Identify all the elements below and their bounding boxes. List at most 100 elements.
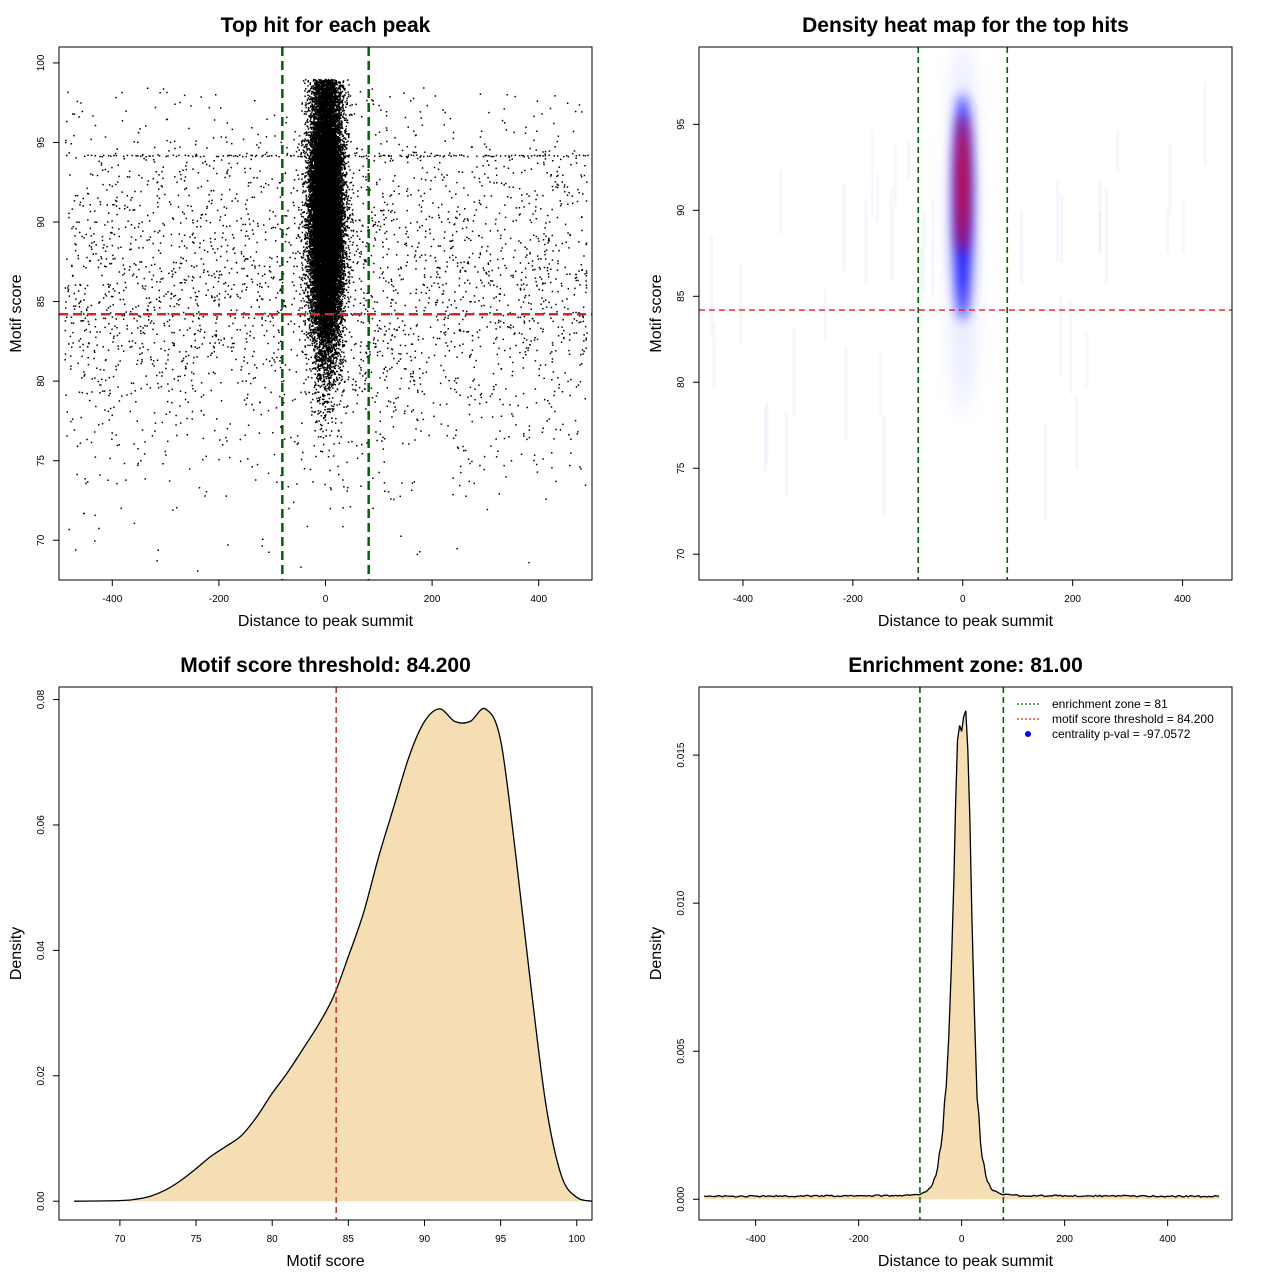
plot-frame xyxy=(58,46,593,581)
heatmap-background-streak xyxy=(1098,211,1102,254)
y-tick-label: 70 xyxy=(676,548,687,560)
heatmap-background-streak xyxy=(879,351,883,415)
y-tick-label: 75 xyxy=(676,462,687,474)
heatmap-background-streak xyxy=(739,263,743,346)
x-tick-label: 200 xyxy=(1064,594,1081,605)
y-tick-label: 75 xyxy=(36,455,47,467)
plot-frame xyxy=(698,46,1233,581)
x-tick-label: -400 xyxy=(746,1234,766,1245)
heatmap-background-streak xyxy=(906,141,910,182)
heatmap-background-streak xyxy=(710,236,714,337)
heatmap-background-streak xyxy=(1059,295,1063,376)
heatmap-background-streak xyxy=(792,328,796,416)
panel-top-hit-scatter: Top hit for each peak Distance to peak su… xyxy=(8,14,593,630)
y-tick-label: 90 xyxy=(676,204,687,216)
chart-title: Motif score threshold: 84.200 xyxy=(180,654,471,677)
y-tick-label: 0.08 xyxy=(36,689,47,709)
heatmap-background-streak xyxy=(844,345,848,442)
heatmap-background-streak xyxy=(1056,180,1060,262)
y-tick-label: 0.015 xyxy=(676,742,687,767)
heatmap-background-streak xyxy=(1044,423,1048,520)
y-tick-label: 0.06 xyxy=(36,815,47,835)
heatmap-background-streak xyxy=(763,404,767,472)
x-axis-label: Distance to peak summit xyxy=(878,613,1054,630)
heatmap-background-streak xyxy=(1166,206,1170,254)
heatmap-background-streak xyxy=(784,411,788,497)
y-tick-label: 70 xyxy=(36,534,47,546)
x-axis: -400 -200 0 200 400 xyxy=(746,1219,1176,1245)
heatmap-background-streak xyxy=(842,184,846,272)
heatmap-background-streak xyxy=(823,288,827,341)
density-curve xyxy=(74,707,593,1202)
x-tick-label: 200 xyxy=(424,594,441,605)
panel-enrichment-density: Enrichment zone: 81.00 Distance to peak s… xyxy=(648,654,1233,1270)
y-axis: 70 75 80 85 90 95 100 xyxy=(36,54,60,546)
x-tick-label: 400 xyxy=(530,594,547,605)
y-tick-label: 80 xyxy=(676,376,687,388)
y-tick-label: 80 xyxy=(36,375,47,387)
x-tick-label: -200 xyxy=(843,594,863,605)
density-fill xyxy=(74,708,592,1202)
scatter-points xyxy=(64,78,589,572)
x-tick-label: -200 xyxy=(209,594,229,605)
y-tick-label: 95 xyxy=(36,136,47,148)
y-axis-label: Motif score xyxy=(8,274,25,352)
x-tick-label: -200 xyxy=(849,1234,869,1245)
heatmap-background-streak xyxy=(1181,198,1185,253)
plot-frame xyxy=(698,686,1233,1221)
y-tick-label: 85 xyxy=(676,290,687,302)
plot-frame xyxy=(58,686,593,1221)
heatmap-background-streak xyxy=(876,174,880,223)
x-tick-label: 85 xyxy=(343,1234,355,1245)
x-tick-label: 0 xyxy=(960,594,966,605)
x-tick-label: 90 xyxy=(419,1234,431,1245)
heatmap-background-streak xyxy=(890,188,894,282)
heatmap-background-streak xyxy=(1019,210,1023,283)
legend-entry: motif score threshold = 84.200 xyxy=(1052,712,1214,726)
heatmap-background-streak xyxy=(712,322,716,389)
x-tick-label: 70 xyxy=(114,1234,126,1245)
heatmap-background-streak xyxy=(1116,129,1120,172)
panel-score-density: Motif score threshold: 84.200 Motif score… xyxy=(8,654,593,1270)
y-tick-label: 95 xyxy=(676,118,687,130)
x-tick-label: 80 xyxy=(267,1234,279,1245)
x-tick-label: 0 xyxy=(323,594,329,605)
legend-swatch-pval xyxy=(1025,731,1031,737)
y-tick-label: 0.000 xyxy=(676,1186,687,1211)
x-axis: -400 -200 0 200 400 xyxy=(733,579,1191,605)
heatmap-background-streak xyxy=(1069,300,1073,394)
y-tick-label: 0.04 xyxy=(36,940,47,960)
x-axis-label: Motif score xyxy=(286,1253,364,1270)
x-tick-label: -400 xyxy=(733,594,753,605)
x-tick-label: 0 xyxy=(959,1234,965,1245)
y-axis: 70 75 80 85 90 95 xyxy=(676,118,700,560)
density-curve xyxy=(703,710,1220,1198)
heatmap-background-streak xyxy=(882,415,886,515)
x-axis: -400 -200 0 200 400 xyxy=(102,579,547,605)
heatmap-background-streak xyxy=(1098,181,1102,253)
chart-title: Density heat map for the top hits xyxy=(802,14,1129,37)
y-axis: 0.000 0.005 0.010 0.015 xyxy=(676,742,700,1212)
chart-title: Enrichment zone: 81.00 xyxy=(848,654,1083,677)
scatter-point-cloud xyxy=(64,78,589,572)
heatmap-background-streak xyxy=(1085,333,1089,388)
x-tick-label: -400 xyxy=(102,594,122,605)
y-tick-label: 100 xyxy=(36,54,47,71)
heatmap-hotspot xyxy=(957,114,969,255)
x-tick-label: 100 xyxy=(568,1234,585,1245)
y-tick-label: 0.02 xyxy=(36,1066,47,1086)
x-tick-label: 75 xyxy=(190,1234,202,1245)
heatmap-background-streak xyxy=(1104,189,1108,284)
heatmap-background-streak xyxy=(870,129,874,218)
heatmap-background-streak xyxy=(1168,143,1172,215)
x-axis-label: Distance to peak summit xyxy=(238,613,414,630)
x-axis: 70 75 80 85 90 95 100 xyxy=(114,1219,586,1245)
heatmap-background-streak xyxy=(1203,81,1207,165)
y-axis-label: Density xyxy=(8,927,25,980)
x-tick-label: 200 xyxy=(1056,1234,1073,1245)
heatmap-background-streak xyxy=(931,200,935,297)
chart-title: Top hit for each peak xyxy=(221,14,431,37)
heatmap-background-streak xyxy=(974,104,978,194)
